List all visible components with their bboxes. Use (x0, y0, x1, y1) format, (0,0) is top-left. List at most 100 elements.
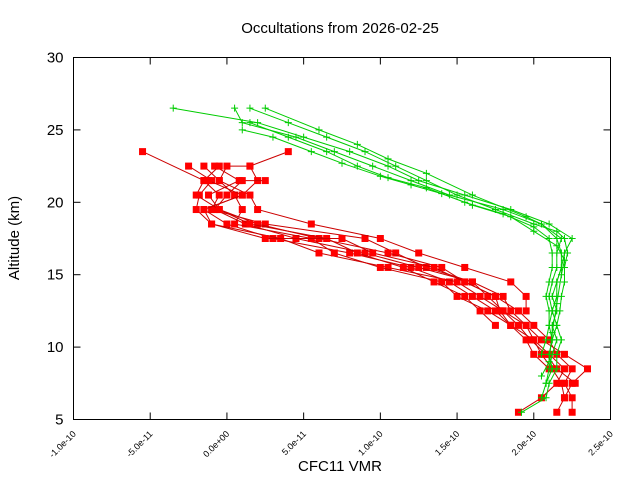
data-point-red-3 (568, 408, 576, 416)
data-point-red-2 (553, 408, 561, 416)
data-point-red-4 (361, 249, 369, 257)
data-point-red-9 (496, 307, 504, 315)
x-tick-label: 5.0e-11 (280, 429, 308, 457)
y-tick-label: 5 (55, 412, 63, 429)
data-point-red-5 (185, 162, 193, 170)
data-point-green-6 (560, 256, 568, 264)
data-point-red-7 (376, 235, 384, 242)
data-point-red-4 (415, 263, 423, 271)
data-point-red-4 (583, 365, 591, 373)
data-point-red-4 (560, 394, 568, 402)
data-point-red-5 (453, 278, 461, 286)
x-tick-label: 2.0e-10 (510, 429, 539, 458)
y-tick-label: 30 (47, 50, 64, 67)
data-point-red-3 (438, 263, 446, 271)
data-point-red-8 (215, 162, 223, 170)
data-point-red-1 (261, 220, 269, 228)
data-point-green-6 (530, 227, 538, 235)
data-point-green-6 (468, 201, 476, 209)
data-point-red-2 (491, 307, 499, 315)
series-line-red-1 (142, 151, 566, 413)
data-point-red-5 (192, 206, 200, 214)
data-point-green-4 (537, 220, 545, 228)
data-point-green-5 (323, 148, 331, 156)
data-point-red-8 (476, 307, 484, 315)
data-point-red-9 (261, 235, 269, 242)
data-point-green-2 (537, 394, 545, 402)
y-axis-label: Altitude (km) (6, 196, 23, 280)
data-point-green-5 (542, 336, 550, 344)
series-line-green-3 (234, 107, 562, 384)
data-point-green-4 (422, 169, 430, 177)
data-point-red-4 (560, 350, 568, 358)
data-point-green-6 (238, 126, 246, 134)
data-point-red-7 (215, 177, 223, 185)
data-point-red-2 (445, 278, 453, 286)
data-point-red-2 (223, 220, 231, 228)
data-point-red-3 (568, 365, 576, 373)
data-point-green-4 (384, 155, 392, 163)
data-point-green-2 (169, 104, 177, 112)
data-point-red-6 (238, 206, 246, 214)
data-point-red-9 (205, 177, 213, 185)
data-point-red-2 (407, 263, 415, 271)
data-point-green-1 (323, 133, 331, 141)
data-point-red-3 (211, 162, 219, 170)
data-point-red-4 (537, 336, 545, 344)
data-point-green-6 (507, 213, 515, 221)
data-point-red-7 (507, 278, 515, 286)
data-point-green-2 (568, 235, 576, 242)
data-point-red-4 (499, 292, 507, 300)
series-line-green-6 (242, 129, 566, 377)
x-tick-label: 2.5e-10 (586, 429, 615, 458)
data-point-red-8 (399, 263, 407, 271)
data-point-red-6 (231, 220, 239, 228)
data-point-red-8 (353, 249, 361, 257)
data-point-red-6 (231, 191, 239, 199)
data-point-red-6 (200, 162, 208, 170)
data-point-red-1 (560, 365, 568, 373)
data-point-green-6 (545, 358, 553, 366)
data-point-red-4 (261, 177, 269, 185)
series-line-red-8 (195, 165, 496, 326)
series-line-green-1 (249, 107, 569, 413)
data-point-red-4 (522, 321, 530, 329)
data-point-red-1 (484, 292, 492, 300)
data-point-red-1 (392, 249, 400, 257)
x-tick-label: 1.5e-10 (433, 429, 462, 458)
data-point-red-4 (238, 177, 246, 185)
data-point-red-2 (468, 292, 476, 300)
data-point-red-7 (415, 249, 423, 257)
data-point-green-5 (246, 119, 254, 127)
data-point-green-6 (338, 159, 346, 167)
data-point-green-5 (542, 292, 550, 300)
data-point-red-6 (530, 350, 538, 358)
data-point-green-4 (468, 191, 476, 199)
x-tick-label: -1.0e-10 (47, 429, 78, 460)
data-point-red-9 (507, 321, 515, 329)
series-line-red-6 (203, 165, 550, 370)
data-point-green-2 (384, 162, 392, 170)
data-point-red-6 (522, 336, 530, 344)
data-point-green-3 (330, 148, 338, 156)
series-layer (139, 104, 591, 416)
data-point-green-6 (537, 372, 545, 380)
x-tick-label: -5.0e-11 (124, 429, 154, 459)
data-point-red-3 (530, 321, 538, 329)
data-point-red-7 (246, 162, 254, 170)
data-point-red-9 (430, 263, 438, 271)
y-tick-label: 15 (47, 267, 64, 284)
data-point-green-5 (545, 307, 553, 315)
data-point-green-2 (415, 177, 423, 185)
data-point-green-4 (261, 104, 269, 112)
data-point-red-7 (254, 206, 262, 214)
data-point-red-8 (192, 191, 200, 199)
data-point-red-3 (254, 220, 262, 228)
data-point-red-4 (241, 220, 249, 228)
data-point-red-5 (476, 292, 484, 300)
data-point-green-3 (231, 104, 239, 112)
data-point-red-9 (208, 220, 216, 228)
data-point-red-9 (369, 249, 377, 257)
data-point-red-9 (338, 235, 346, 242)
